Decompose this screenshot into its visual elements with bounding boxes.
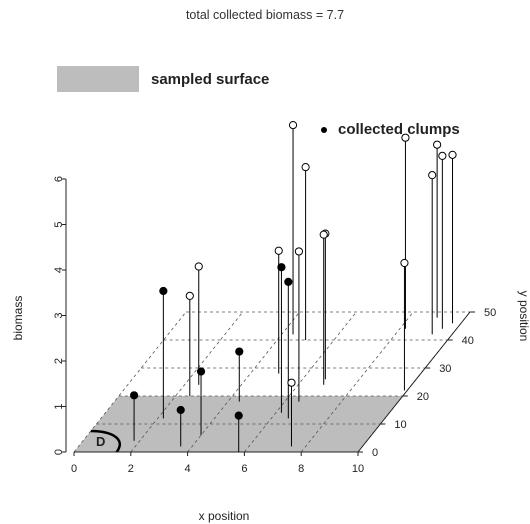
x-axis-title: x position bbox=[199, 509, 250, 523]
z-tick-label: 4 bbox=[53, 267, 65, 273]
clump-point bbox=[288, 121, 298, 130]
x-tick-label: 2 bbox=[128, 463, 134, 475]
z-tick-label: 5 bbox=[53, 221, 65, 227]
collected-clump-point bbox=[284, 277, 293, 286]
x-tick-label: 4 bbox=[185, 463, 191, 475]
surface-swatch bbox=[57, 66, 139, 92]
clump-point bbox=[294, 247, 304, 256]
collected-clump-point bbox=[234, 411, 243, 420]
x-tick-label: 10 bbox=[352, 463, 364, 475]
z-tick-label: 1 bbox=[53, 403, 65, 409]
collected-clump-point bbox=[129, 391, 139, 400]
z-tick-label: 2 bbox=[53, 358, 65, 364]
y-tick-label: 30 bbox=[439, 363, 451, 375]
y-axis-line bbox=[357, 311, 471, 453]
radius-label: D bbox=[96, 434, 105, 449]
x-tick-label: 6 bbox=[241, 463, 247, 475]
clump-point bbox=[401, 133, 410, 142]
collected-clump-point bbox=[176, 405, 185, 415]
clump-point bbox=[400, 258, 409, 268]
clump-point bbox=[319, 230, 328, 239]
clump-point bbox=[438, 151, 447, 160]
collected-clump-point bbox=[235, 347, 244, 356]
clump-point bbox=[287, 378, 296, 387]
y-tick-label: 20 bbox=[417, 391, 429, 403]
radius-arc bbox=[90, 429, 122, 453]
y-tick-label: 10 bbox=[394, 419, 406, 431]
points-layer bbox=[129, 121, 457, 452]
z-axis-title: biomass bbox=[11, 296, 25, 341]
axes-layer bbox=[62, 178, 475, 456]
clump-point bbox=[274, 246, 283, 255]
z-tick-label: 0 bbox=[53, 449, 65, 455]
clump-point bbox=[301, 163, 310, 172]
clump-point bbox=[185, 291, 194, 300]
chart-title: total collected biomass = 7.7 bbox=[185, 8, 345, 22]
clump-point bbox=[194, 262, 203, 271]
collected-clump-point bbox=[159, 286, 168, 296]
clump-point bbox=[428, 171, 437, 180]
collected-clump-point bbox=[277, 263, 286, 272]
surface-legend-label: sampled surface bbox=[151, 70, 270, 88]
legend-sampled-surface: sampled surface bbox=[57, 66, 269, 92]
y-tick-label: 50 bbox=[484, 307, 496, 319]
y-axis-title: y position bbox=[517, 291, 530, 342]
y-tick-label: 0 bbox=[372, 447, 378, 459]
legend-collected-clumps: collected clumps bbox=[321, 121, 460, 138]
collected-clump-point bbox=[196, 367, 206, 376]
filled-dot-icon bbox=[321, 126, 327, 133]
y-tick-label: 40 bbox=[462, 335, 474, 347]
z-tick-label: 6 bbox=[53, 176, 65, 182]
x-tick-label: 0 bbox=[71, 463, 77, 475]
z-tick-label: 3 bbox=[53, 312, 65, 318]
labels-layer: 0 2 4 6 8 10 0 10 20 30 40 50 0 1 2 3 4 5 6 x position bioma… bbox=[11, 176, 530, 523]
clump-point bbox=[448, 150, 457, 159]
x-tick-label: 8 bbox=[298, 463, 304, 475]
clump-point bbox=[433, 140, 442, 149]
clumps-legend-label: collected clumps bbox=[338, 121, 460, 138]
